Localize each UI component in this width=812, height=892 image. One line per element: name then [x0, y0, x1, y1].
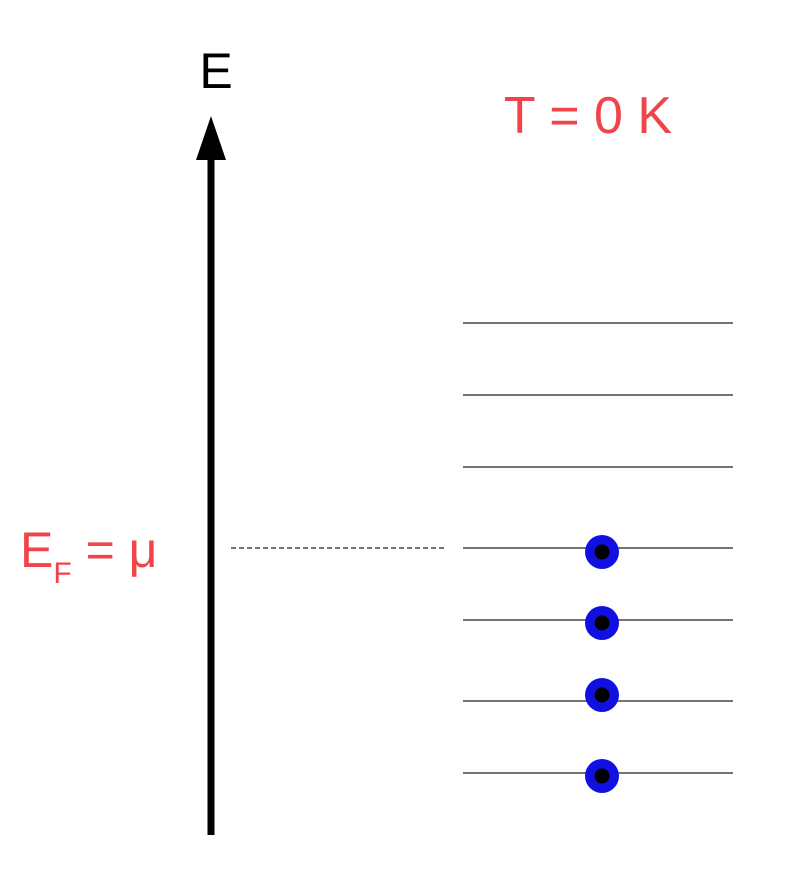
energy-axis-arrowhead [196, 116, 226, 160]
electron-4 [585, 535, 619, 569]
temperature-label: T = 0 K [504, 87, 672, 145]
electron-1 [585, 759, 619, 793]
fermi-level-label: EF = μ [20, 522, 157, 590]
energy-axis-label: E [199, 43, 232, 99]
fermi-label-e: E [20, 522, 53, 578]
fermi-label-rest: = μ [72, 522, 158, 578]
fermi-label-subscript: F [53, 557, 71, 590]
electron-2 [585, 678, 619, 712]
electron-3 [585, 606, 619, 640]
